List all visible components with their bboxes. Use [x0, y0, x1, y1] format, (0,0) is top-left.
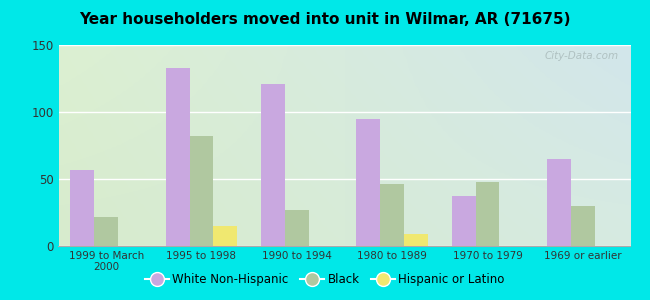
Bar — [571, 206, 595, 246]
Bar — [404, 234, 428, 246]
Bar — [190, 136, 213, 246]
Bar — [166, 68, 190, 246]
Bar — [476, 182, 499, 246]
Bar — [380, 184, 404, 246]
Text: City-Data.com: City-Data.com — [545, 51, 619, 61]
Bar — [261, 84, 285, 246]
Bar — [94, 217, 118, 246]
Bar — [213, 226, 237, 246]
Bar — [285, 210, 309, 246]
Legend: White Non-Hispanic, Black, Hispanic or Latino: White Non-Hispanic, Black, Hispanic or L… — [140, 269, 510, 291]
Bar — [70, 169, 94, 246]
Bar — [452, 196, 476, 246]
Bar — [547, 159, 571, 246]
Bar — [356, 119, 380, 246]
Text: Year householders moved into unit in Wilmar, AR (71675): Year householders moved into unit in Wil… — [79, 12, 571, 27]
